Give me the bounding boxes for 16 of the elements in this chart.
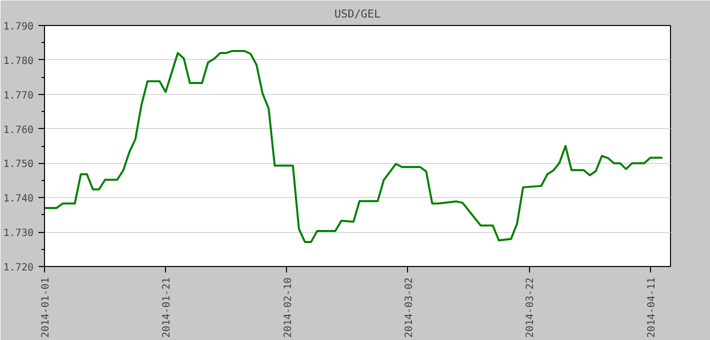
y-tick-label: 1.770: [3, 90, 34, 102]
line-series: [44, 50, 664, 244]
y-tick-label: 1.750: [3, 159, 34, 170]
y-tick-label: 1.790: [3, 22, 34, 32]
y-tick-label: 1.720: [3, 262, 34, 274]
y-tick-label: 1.780: [3, 56, 34, 67]
x-tick-label: 2014-03-22: [525, 277, 536, 338]
chart-title: USD/GEL: [334, 8, 382, 20]
y-tick-label: 1.760: [3, 124, 34, 136]
x-tick-label: 2014-02-10: [282, 277, 294, 338]
x-tick-label: 2014-01-21: [162, 277, 173, 338]
y-tick-label: 1.730: [3, 228, 34, 240]
y-tick-label: 1.740: [3, 194, 34, 205]
x-tick-label: 2014-01-01: [40, 277, 52, 338]
x-tick-label: 2014-03-02: [404, 277, 415, 338]
x-tick-label: 2014-04-11: [646, 277, 658, 338]
